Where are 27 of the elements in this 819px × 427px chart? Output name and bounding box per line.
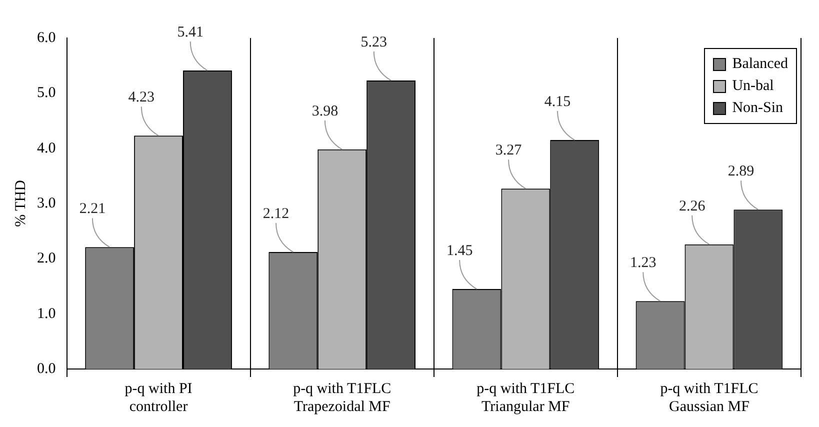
data-label: 4.15 — [544, 94, 571, 110]
legend-label: Balanced — [732, 55, 788, 74]
data-label: 4.23 — [128, 90, 155, 106]
x-tick-label: p-q with T1FLC Trapezoidal MF — [293, 380, 392, 415]
data-label: 2.12 — [262, 206, 290, 222]
y-tick-label: 6.0 — [37, 30, 56, 46]
x-tick-label: p-q with T1FLC Triangular MF — [476, 380, 575, 415]
legend-label: Un-bal — [732, 77, 774, 96]
y-tick-label: 0.0 — [37, 360, 56, 377]
data-label: 2.89 — [728, 164, 754, 180]
y-tick-label: 2.0 — [37, 250, 56, 267]
x-tick-label: p-q with PI controller — [124, 380, 192, 415]
data-label: 1.45 — [446, 243, 473, 260]
y-tick-label: 4.0 — [37, 140, 56, 156]
data-label: 3.98 — [312, 103, 338, 120]
y-tick-label: 5.0 — [37, 85, 56, 102]
y-tick-label: 1.0 — [37, 306, 56, 322]
data-label: 2.26 — [678, 198, 706, 214]
y-axis-title: % THD — [12, 180, 29, 227]
data-label: 2.21 — [79, 201, 106, 218]
data-label: 5.23 — [360, 34, 388, 50]
x-tick-label: p-q with T1FLC Gaussian MF — [660, 380, 758, 415]
data-label: 3.27 — [495, 142, 522, 159]
data-label: 1.23 — [630, 255, 656, 272]
data-label: 5.41 — [177, 24, 204, 41]
legend-label: Non-Sin — [732, 99, 784, 118]
y-tick-label: 3.0 — [37, 195, 56, 212]
